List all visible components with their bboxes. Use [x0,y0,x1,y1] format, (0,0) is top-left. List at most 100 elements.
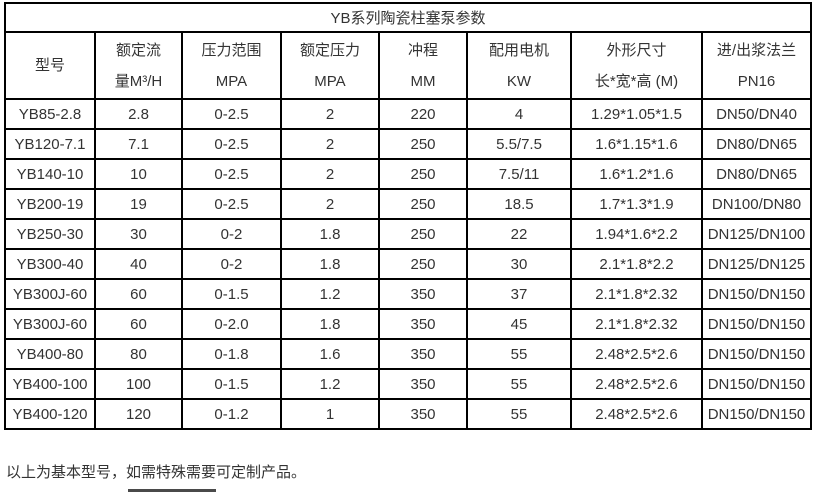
column-header-line: 外形尺寸 [606,41,667,59]
table-cell: 30 [94,218,183,250]
table-cell: 1.2 [280,278,380,310]
table-cell: 4 [466,98,572,130]
table-row: YB400-100 100 0-1.5 1.2 350 55 2.48*2.5*2.6 DN1… [4,368,813,400]
table-cell: 350 [378,398,468,430]
table-cell: 350 [378,338,468,370]
table-row: YB250-30 30 0-2 1.8 250 22 1.94*1.6*2.2 DN125/D… [4,218,813,250]
table-cell: 220 [378,98,468,130]
table-cell: 0-2.5 [181,188,282,220]
table-row: YB120-7.1 7.1 0-2.5 2 250 5.5/7.5 1.6*1.15*1.6… [4,128,813,160]
table-cell: 1.6*1.15*1.6 [570,128,703,160]
table-row: YB300J-60 60 0-2.0 1.8 350 45 2.1*1.8*2.32 DN15… [4,308,813,340]
table-cell: 1.94*1.6*2.2 [570,218,703,250]
table-cell: 0-2.5 [181,98,282,130]
table-cell: YB400-100 [4,368,96,400]
column-header-line: 额定压力 [299,41,360,59]
table-cell: DN150/DN150 [700,278,813,310]
table-cell: 18.5 [466,188,572,220]
table-cell: 2.48*2.5*2.6 [570,338,703,370]
table-cell: DN150/DN150 [700,368,813,400]
table-cell: DN50/DN40 [700,98,813,130]
table-row: YB200-19 19 0-2.5 2 250 18.5 1.7*1.3*1.9 DN100/… [4,188,813,220]
column-header-rated-flow: 额定流 量M³/H [94,31,183,100]
table-cell: 1.8 [280,218,380,250]
table-cell: DN125/DN100 [700,218,813,250]
table-cell: YB120-7.1 [4,128,96,160]
table-cell: 350 [378,308,468,340]
table-cell: DN80/DN65 [700,128,813,160]
table-cell: 55 [466,338,572,370]
table-cell: 60 [94,308,183,340]
table-cell: 1.2 [280,368,380,400]
column-header-line: MPA [215,72,248,90]
table-cell: YB300J-60 [4,308,96,340]
table-cell: 2.1*1.8*2.32 [570,308,703,340]
table-row: YB140-10 10 0-2.5 2 250 7.5/11 1.6*1.2*1.6 DN80… [4,158,813,190]
pump-spec-table: YB系列陶瓷柱塞泵参数 型号 额定流 量M³/H 压力范围 MPA 额定压力 MPA … [3,2,813,430]
column-header-line: PN16 [737,72,776,90]
table-cell: 2 [280,128,380,160]
table-cell: 22 [466,218,572,250]
column-header-line: 配用电机 [488,41,549,59]
table-cell: 2 [280,188,380,220]
table-cell: DN80/DN65 [700,158,813,190]
table-cell: 60 [94,278,183,310]
column-header-flange: 进/出浆法兰 PN16 [700,31,813,100]
table-cell: 0-1.5 [181,368,282,400]
table-cell: 0-2.5 [181,128,282,160]
table-title: YB系列陶瓷柱塞泵参数 [3,2,813,33]
table-cell: 7.1 [94,128,183,160]
table-cell: 1.7*1.3*1.9 [570,188,703,220]
table-cell: 55 [466,398,572,430]
table-cell: YB85-2.8 [4,98,96,130]
column-header-line: MM [410,72,436,90]
table-cell: DN150/DN150 [700,338,813,370]
table-cell: 250 [378,248,468,280]
table-cell: 55 [466,368,572,400]
header-row: 型号 额定流 量M³/H 压力范围 MPA 额定压力 MPA 冲程 MM 配用电机 KW … [4,31,813,100]
column-header-model: 型号 [4,31,96,100]
column-header-pressure-range: 压力范围 MPA [181,31,282,100]
table-cell: 120 [94,398,183,430]
table-cell: 45 [466,308,572,340]
table-cell: 0-1.8 [181,338,282,370]
table-cell: YB200-19 [4,188,96,220]
table-cell: 250 [378,218,468,250]
table-cell: 2.48*2.5*2.6 [570,368,703,400]
table-cell: YB250-30 [4,218,96,250]
column-header-rated-pressure: 额定压力 MPA [280,31,380,100]
table-cell: 37 [466,278,572,310]
column-header-stroke: 冲程 MM [378,31,468,100]
table-cell: 40 [94,248,183,280]
column-header-line: MPA [314,72,346,90]
table-cell: 19 [94,188,183,220]
column-header-line: 长*宽*高 (M) [594,72,679,90]
table-cell: 1.6 [280,338,380,370]
table-cell: 1.6*1.2*1.6 [570,158,703,190]
table-cell: 5.5/7.5 [466,128,572,160]
column-header-line: 冲程 [407,41,438,59]
column-header-line: KW [506,72,532,90]
table-cell: 0-1.5 [181,278,282,310]
title-row: YB系列陶瓷柱塞泵参数 [3,2,813,33]
table-cell: 0-2.5 [181,158,282,190]
table-body: YB85-2.8 2.8 0-2.5 2 220 4 1.29*1.05*1.5 DN50/D… [4,98,813,430]
table-cell: YB300J-60 [4,278,96,310]
table-cell: DN100/DN80 [700,188,813,220]
table-cell: 2.1*1.8*2.32 [570,278,703,310]
table-cell: YB140-10 [4,158,96,190]
table-cell: 100 [94,368,183,400]
table-cell: 0-1.2 [181,398,282,430]
table-cell: 350 [378,368,468,400]
table-row: YB300-40 40 0-2 1.8 250 30 2.1*1.8*2.2 DN125/DN… [4,248,813,280]
table-cell: 1.29*1.05*1.5 [570,98,703,130]
table-cell: 2 [280,158,380,190]
table-cell: 1.8 [280,308,380,340]
table-cell: 0-2.0 [181,308,282,340]
table-cell: 250 [378,158,468,190]
table-row: YB400-80 80 0-1.8 1.6 350 55 2.48*2.5*2.6 DN150… [4,338,813,370]
table-cell: YB400-80 [4,338,96,370]
table-cell: 2 [280,98,380,130]
table-cell: 250 [378,128,468,160]
table-cell: 1 [280,398,380,430]
